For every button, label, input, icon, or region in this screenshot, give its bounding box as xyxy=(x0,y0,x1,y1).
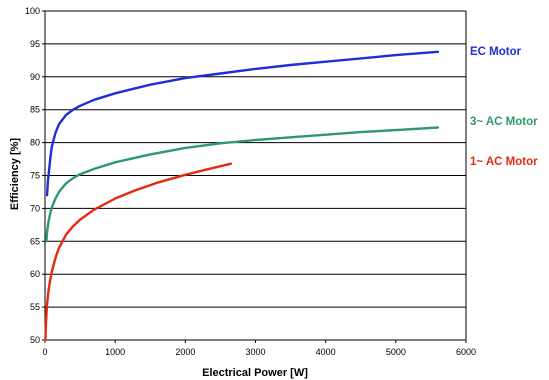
x-tick-label: 6000 xyxy=(456,347,476,357)
y-axis-title: Efficiency [%] xyxy=(9,138,21,210)
y-tick-label: 60 xyxy=(30,269,40,279)
x-axis-ticks: 0 1000 2000 3000 4000 5000 6000 xyxy=(42,340,476,357)
series-line-1-ac-motor xyxy=(44,162,233,342)
y-tick-label: 90 xyxy=(30,72,40,82)
y-tick-label: 50 xyxy=(30,335,40,345)
y-tick-label: 95 xyxy=(30,39,40,49)
series-label-1-ac-motor: 1~ AC Motor xyxy=(470,156,538,168)
x-tick-label: 4000 xyxy=(316,347,336,357)
series-lines xyxy=(44,50,440,342)
series-labels: EC Motor 3~ AC Motor 1~ AC Motor xyxy=(470,46,538,168)
y-tick-label: 75 xyxy=(30,171,40,181)
series-label-ec-motor: EC Motor xyxy=(470,46,522,58)
y-tick-label: 70 xyxy=(30,203,40,213)
x-tick-label: 3000 xyxy=(245,347,265,357)
x-tick-label: 2000 xyxy=(175,347,195,357)
series-label-3-ac-motor: 3~ AC Motor xyxy=(470,116,538,128)
gridlines xyxy=(45,10,466,308)
y-tick-label: 100 xyxy=(25,6,40,16)
x-axis-title: Electrical Power [W] xyxy=(202,367,308,379)
y-tick-label: 85 xyxy=(30,105,40,115)
x-tick-label: 5000 xyxy=(386,347,406,357)
series-line-ec-motor xyxy=(45,50,440,197)
y-axis-ticks: 50 55 60 65 70 75 80 85 90 95 100 xyxy=(25,6,45,345)
x-tick-label: 1000 xyxy=(105,347,125,357)
y-tick-label: 65 xyxy=(30,236,40,246)
y-tick-label: 55 xyxy=(30,302,40,312)
x-tick-label: 0 xyxy=(42,347,47,357)
series-line-3-ac-motor xyxy=(45,126,440,243)
y-tick-label: 80 xyxy=(30,138,40,148)
